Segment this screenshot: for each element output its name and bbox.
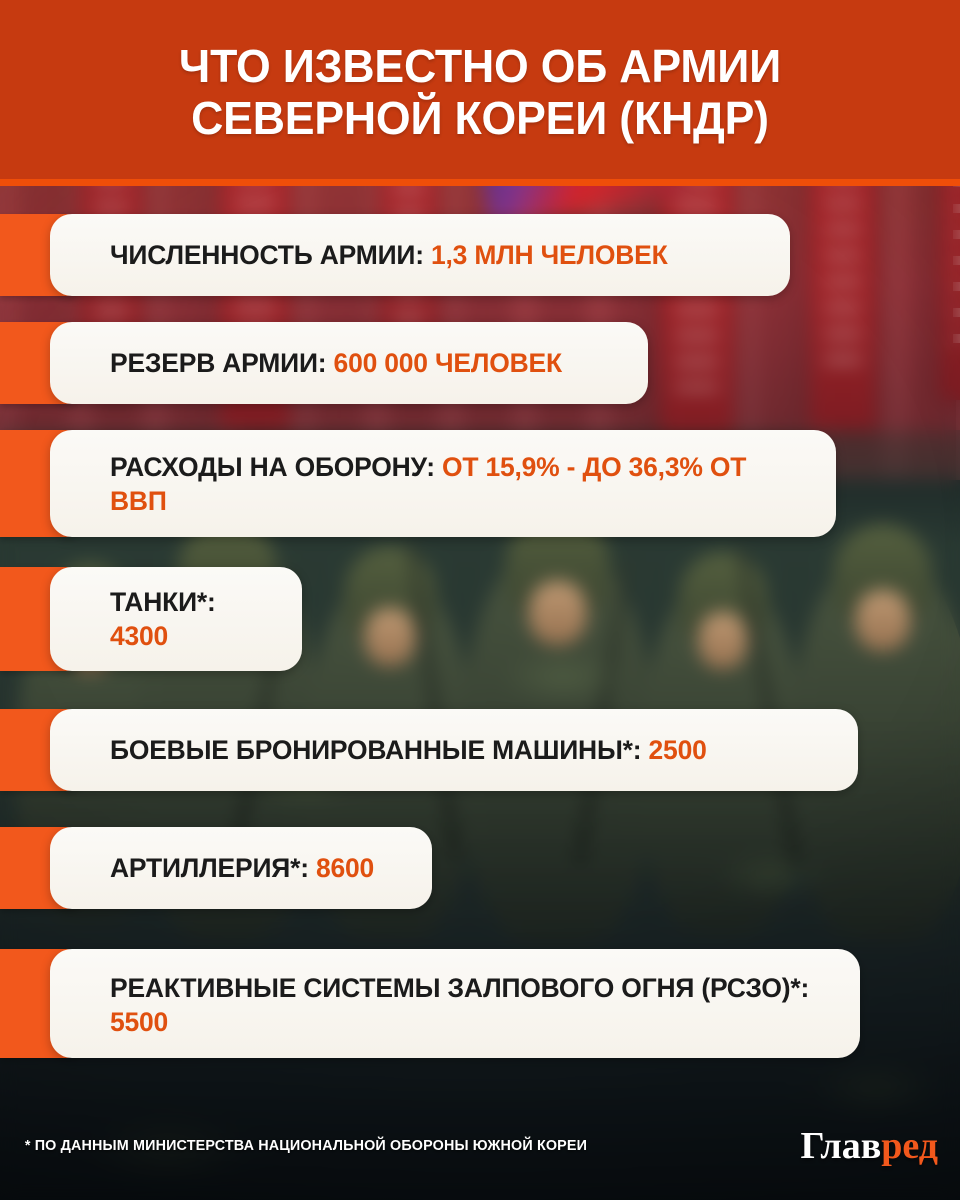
page-title: ЧТО ИЗВЕСТНО ОБ АРМИИ СЕВЕРНОЙ КОРЕИ (КН… xyxy=(178,40,782,144)
header-banner: ЧТО ИЗВЕСТНО ОБ АРМИИ СЕВЕРНОЙ КОРЕИ (КН… xyxy=(0,0,960,186)
stat-card: РАСХОДЫ НА ОБОРОНУ: ОТ 15,9% - ДО 36,3% … xyxy=(0,430,960,537)
card-value: ОТ 15,9% - ДО 36,3% ОТ ВВП xyxy=(110,452,747,517)
card-label: ТАНКИ*: xyxy=(110,586,216,617)
card-text: РАСХОДЫ НА ОБОРОНУ: ОТ 15,9% - ДО 36,3% … xyxy=(110,450,788,519)
card-text: ЧИСЛЕННОСТЬ АРМИИ: 1,3 МЛН ЧЕЛОВЕК xyxy=(110,238,668,272)
card-body: ТАНКИ*: 4300 xyxy=(50,566,302,672)
card-value: 2500 xyxy=(648,734,707,765)
card-text: БОЕВЫЕ БРОНИРОВАННЫЕ МАШИНЫ*: 2500 xyxy=(110,733,707,767)
card-label: РЕАКТИВНЫЕ СИСТЕМЫ ЗАЛПОВОГО ОГНЯ (РСЗО)… xyxy=(110,973,810,1004)
card-body: БОЕВЫЕ БРОНИРОВАННЫЕ МАШИНЫ*: 2500 xyxy=(50,709,858,792)
card-body: РЕЗЕРВ АРМИИ: 600 000 ЧЕЛОВЕК xyxy=(50,322,648,404)
stat-card: АРТИЛЛЕРИЯ*: 8600 xyxy=(0,827,960,910)
card-body: РЕАКТИВНЫЕ СИСТЕМЫ ЗАЛПОВОГО ОГНЯ (РСЗО)… xyxy=(50,949,860,1058)
footnote-source: * ПО ДАННЫМ МИНИСТЕРСТВА НАЦИОНАЛЬНОЙ ОБ… xyxy=(24,1138,588,1154)
logo-main-text: Глав xyxy=(800,1125,882,1167)
card-value: 8600 xyxy=(315,852,375,883)
card-text: ТАНКИ*: 4300 xyxy=(110,585,265,654)
card-text: РЕАКТИВНЫЕ СИСТЕМЫ ЗАЛПОВОГО ОГНЯ (РСЗО)… xyxy=(110,971,812,1040)
card-label: АРТИЛЛЕРИЯ*: xyxy=(110,852,316,883)
card-value: 4300 xyxy=(110,620,169,651)
logo-accent-text: ред xyxy=(881,1125,938,1167)
stat-card: ЧИСЛЕННОСТЬ АРМИИ: 1,3 МЛН ЧЕЛОВЕК xyxy=(0,214,960,296)
card-label: ЧИСЛЕННОСТЬ АРМИИ: xyxy=(110,239,431,270)
footer: * ПО ДАННЫМ МИНИСТЕРСТВА НАЦИОНАЛЬНОЙ ОБ… xyxy=(0,1112,960,1200)
card-body: РАСХОДЫ НА ОБОРОНУ: ОТ 15,9% - ДО 36,3% … xyxy=(50,430,836,537)
card-value: 600 000 ЧЕЛОВЕК xyxy=(333,347,563,378)
stat-card: ТАНКИ*: 4300 xyxy=(0,566,960,672)
card-body: АРТИЛЛЕРИЯ*: 8600 xyxy=(50,827,432,910)
card-label: РАСХОДЫ НА ОБОРОНУ: xyxy=(110,452,442,482)
stat-card: РЕЗЕРВ АРМИИ: 600 000 ЧЕЛОВЕК xyxy=(0,322,960,404)
card-text: АРТИЛЛЕРИЯ*: 8600 xyxy=(110,851,374,885)
stat-card: РЕАКТИВНЫЕ СИСТЕМЫ ЗАЛПОВОГО ОГНЯ (РСЗО)… xyxy=(0,949,960,1058)
card-value: 5500 xyxy=(110,1007,169,1038)
card-text: РЕЗЕРВ АРМИИ: 600 000 ЧЕЛОВЕК xyxy=(110,346,562,380)
stat-card: БОЕВЫЕ БРОНИРОВАННЫЕ МАШИНЫ*: 2500 xyxy=(0,709,960,792)
card-label: БОЕВЫЕ БРОНИРОВАННЫЕ МАШИНЫ*: xyxy=(110,734,649,765)
card-body: ЧИСЛЕННОСТЬ АРМИИ: 1,3 МЛН ЧЕЛОВЕК xyxy=(50,214,790,296)
card-label: РЕЗЕРВ АРМИИ: xyxy=(110,347,334,378)
stat-card-list: ЧИСЛЕННОСТЬ АРМИИ: 1,3 МЛН ЧЕЛОВЕК РЕЗЕР… xyxy=(0,186,960,1058)
brand-logo: Главред xyxy=(801,1127,938,1165)
card-value: 1,3 МЛН ЧЕЛОВЕК xyxy=(430,239,668,270)
